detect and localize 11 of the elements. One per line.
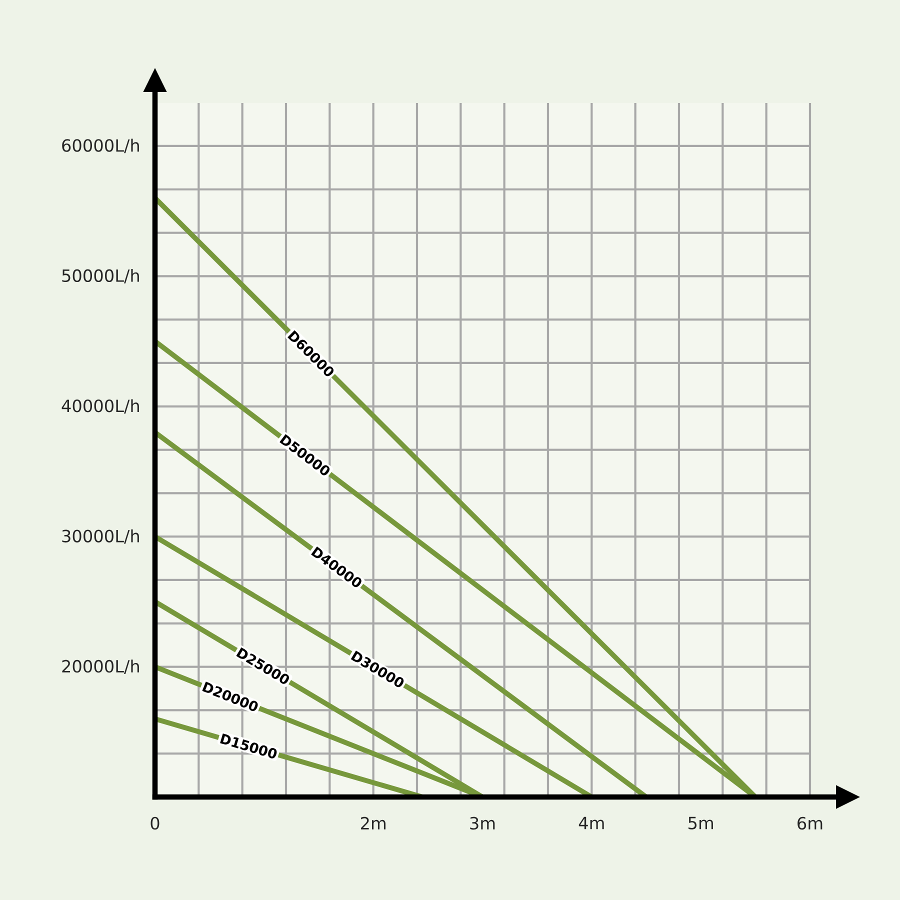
x-tick-label: 3m [470, 816, 495, 830]
x-tick-label: 2m [360, 816, 386, 830]
x-tick-label: 4m [578, 816, 604, 830]
x-tick-label: 6m [798, 816, 822, 830]
y-tick-label: 20000L/h [62, 660, 139, 674]
x-tick-label: 5m [688, 816, 713, 830]
y-tick-label: 50000L/h [62, 268, 139, 284]
y-tick-label: 40000L/h [62, 399, 139, 414]
x-tick-label: 0 [150, 816, 160, 830]
y-tick-label: 60000L/h [62, 138, 139, 154]
y-tick-label: 30000L/h [62, 529, 139, 544]
